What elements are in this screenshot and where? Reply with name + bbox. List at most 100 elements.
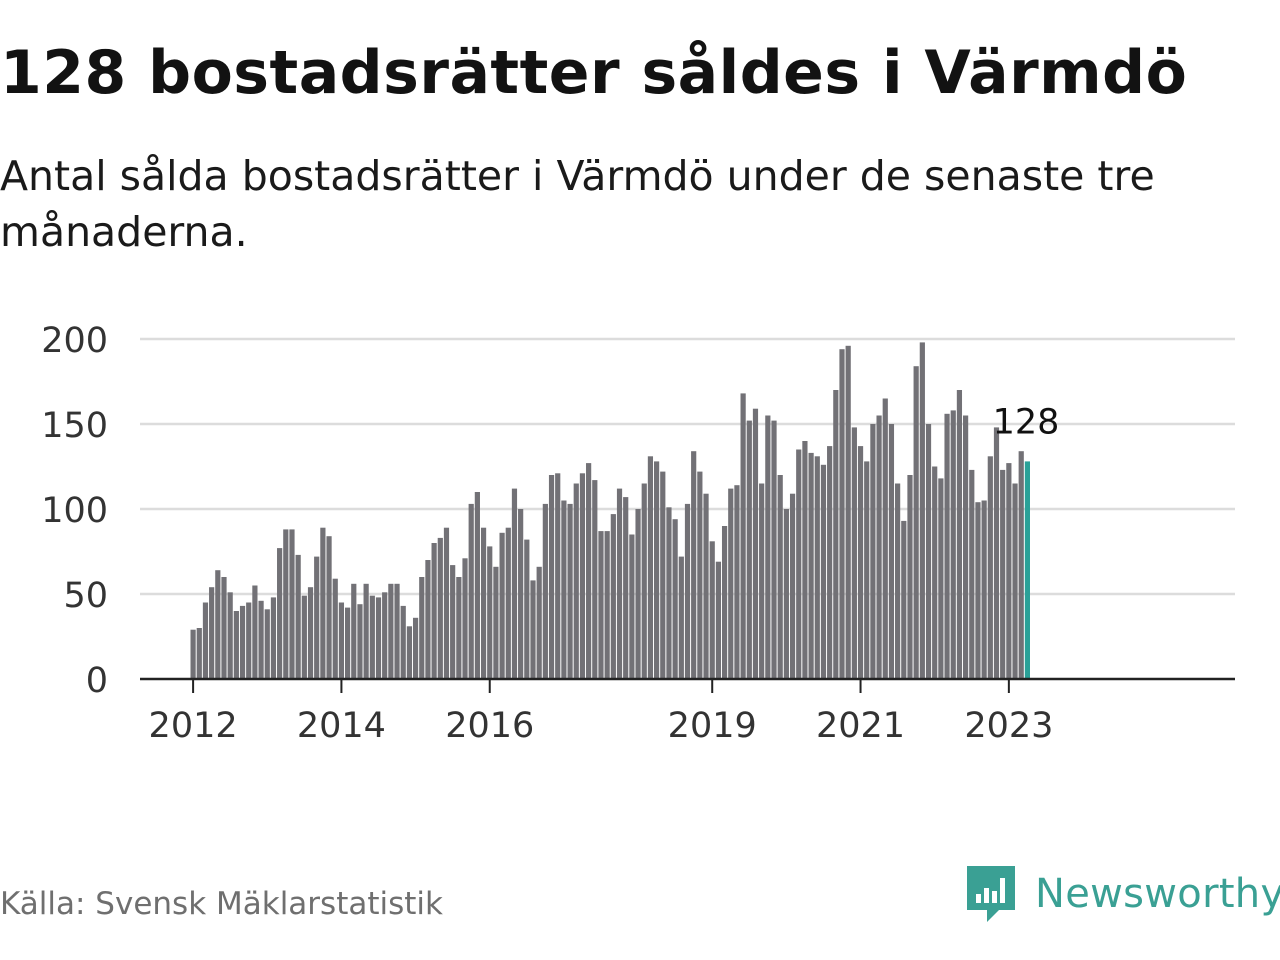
bar: [901, 520, 907, 679]
bar: [450, 565, 456, 679]
bar: [320, 527, 326, 679]
bar: [851, 427, 857, 679]
bar: [882, 398, 888, 679]
bar: [406, 626, 412, 679]
bar: [289, 529, 295, 679]
bar: [283, 529, 289, 679]
bar: [820, 464, 827, 679]
bar: [524, 539, 530, 679]
bar: [1006, 463, 1012, 679]
bar: [1000, 469, 1006, 679]
bar: [536, 566, 542, 679]
bar: [604, 531, 610, 679]
bar: [827, 446, 833, 679]
bar: [586, 463, 592, 679]
bar: [437, 537, 443, 679]
bar: [468, 503, 474, 679]
bar: [487, 546, 493, 679]
bar: [301, 595, 307, 679]
x-tick-label: 2019: [668, 706, 757, 746]
bar: [721, 526, 728, 679]
brand-name: Newsworthy: [1035, 871, 1280, 917]
bar: [202, 602, 209, 679]
bar: [1012, 483, 1018, 679]
bar: [351, 583, 357, 679]
bar: [592, 480, 598, 679]
x-tick-label: 2023: [964, 706, 1053, 746]
bar: [635, 509, 641, 679]
bar: [623, 497, 629, 679]
bar: [833, 390, 839, 679]
bar: [456, 577, 462, 679]
bar: [975, 502, 981, 679]
bar: [789, 493, 796, 679]
bar: [709, 541, 715, 679]
newsworthy-logo-icon: [967, 866, 1015, 922]
bar: [233, 611, 239, 679]
bar: [215, 570, 221, 679]
bar: [542, 503, 548, 679]
source-credit: Källa: Svensk Mäklarstatistik: [0, 886, 443, 922]
highlight-data-label: 128: [993, 402, 1060, 442]
bar: [555, 473, 561, 679]
bar: [969, 469, 975, 679]
bar: [425, 560, 431, 679]
bar: [530, 580, 536, 679]
bar: [864, 461, 870, 679]
bar: [734, 485, 740, 679]
bar: [654, 461, 660, 679]
bar: [697, 471, 703, 679]
bar: [246, 602, 252, 679]
bar: [876, 415, 882, 679]
bar: [462, 558, 468, 679]
bar: [925, 424, 932, 679]
bar: [382, 592, 388, 679]
bar: [431, 543, 437, 679]
bar: [443, 527, 450, 679]
bar: [808, 452, 814, 679]
bar: [610, 514, 616, 679]
bar: [802, 441, 808, 679]
bar: [561, 500, 567, 679]
bar: [518, 509, 524, 679]
bar: [839, 349, 845, 679]
bar: [505, 527, 511, 679]
bar: [270, 597, 277, 679]
bar: [870, 424, 876, 679]
bar-chart: 0 50 100 150 200 2012 2014 2016 2019 2021 2023 128: [41, 321, 1235, 746]
bar: [579, 473, 586, 679]
bar: [777, 475, 783, 679]
bar: [190, 629, 196, 679]
bar: [357, 604, 363, 679]
bar: [567, 503, 573, 679]
bar: [647, 456, 654, 679]
bar: [684, 503, 691, 679]
bar: [691, 451, 697, 679]
bar: [227, 592, 233, 679]
chart-subtitle: Antal sålda bostadsrätter i Värmdö under…: [0, 152, 1155, 256]
bar: [740, 393, 746, 679]
bar: [944, 413, 950, 679]
bar: [845, 345, 851, 679]
bar: [493, 566, 499, 679]
bar: [987, 456, 993, 679]
bar: [419, 577, 425, 679]
bar: [814, 456, 820, 679]
highlight-bar: [1024, 461, 1030, 679]
bar: [332, 578, 338, 679]
bar: [295, 554, 301, 679]
bar: [221, 577, 227, 679]
x-tick-label: 2014: [297, 706, 386, 746]
bar: [616, 488, 623, 679]
bar: [666, 507, 672, 679]
bar: [629, 534, 635, 679]
bar: [239, 605, 246, 679]
bar: [196, 628, 202, 679]
x-tick-label: 2016: [445, 706, 534, 746]
bar: [895, 483, 901, 679]
bar: [728, 488, 734, 679]
bar: [660, 471, 666, 679]
bar: [264, 609, 270, 679]
bar: [394, 583, 400, 679]
bar: [511, 488, 518, 679]
